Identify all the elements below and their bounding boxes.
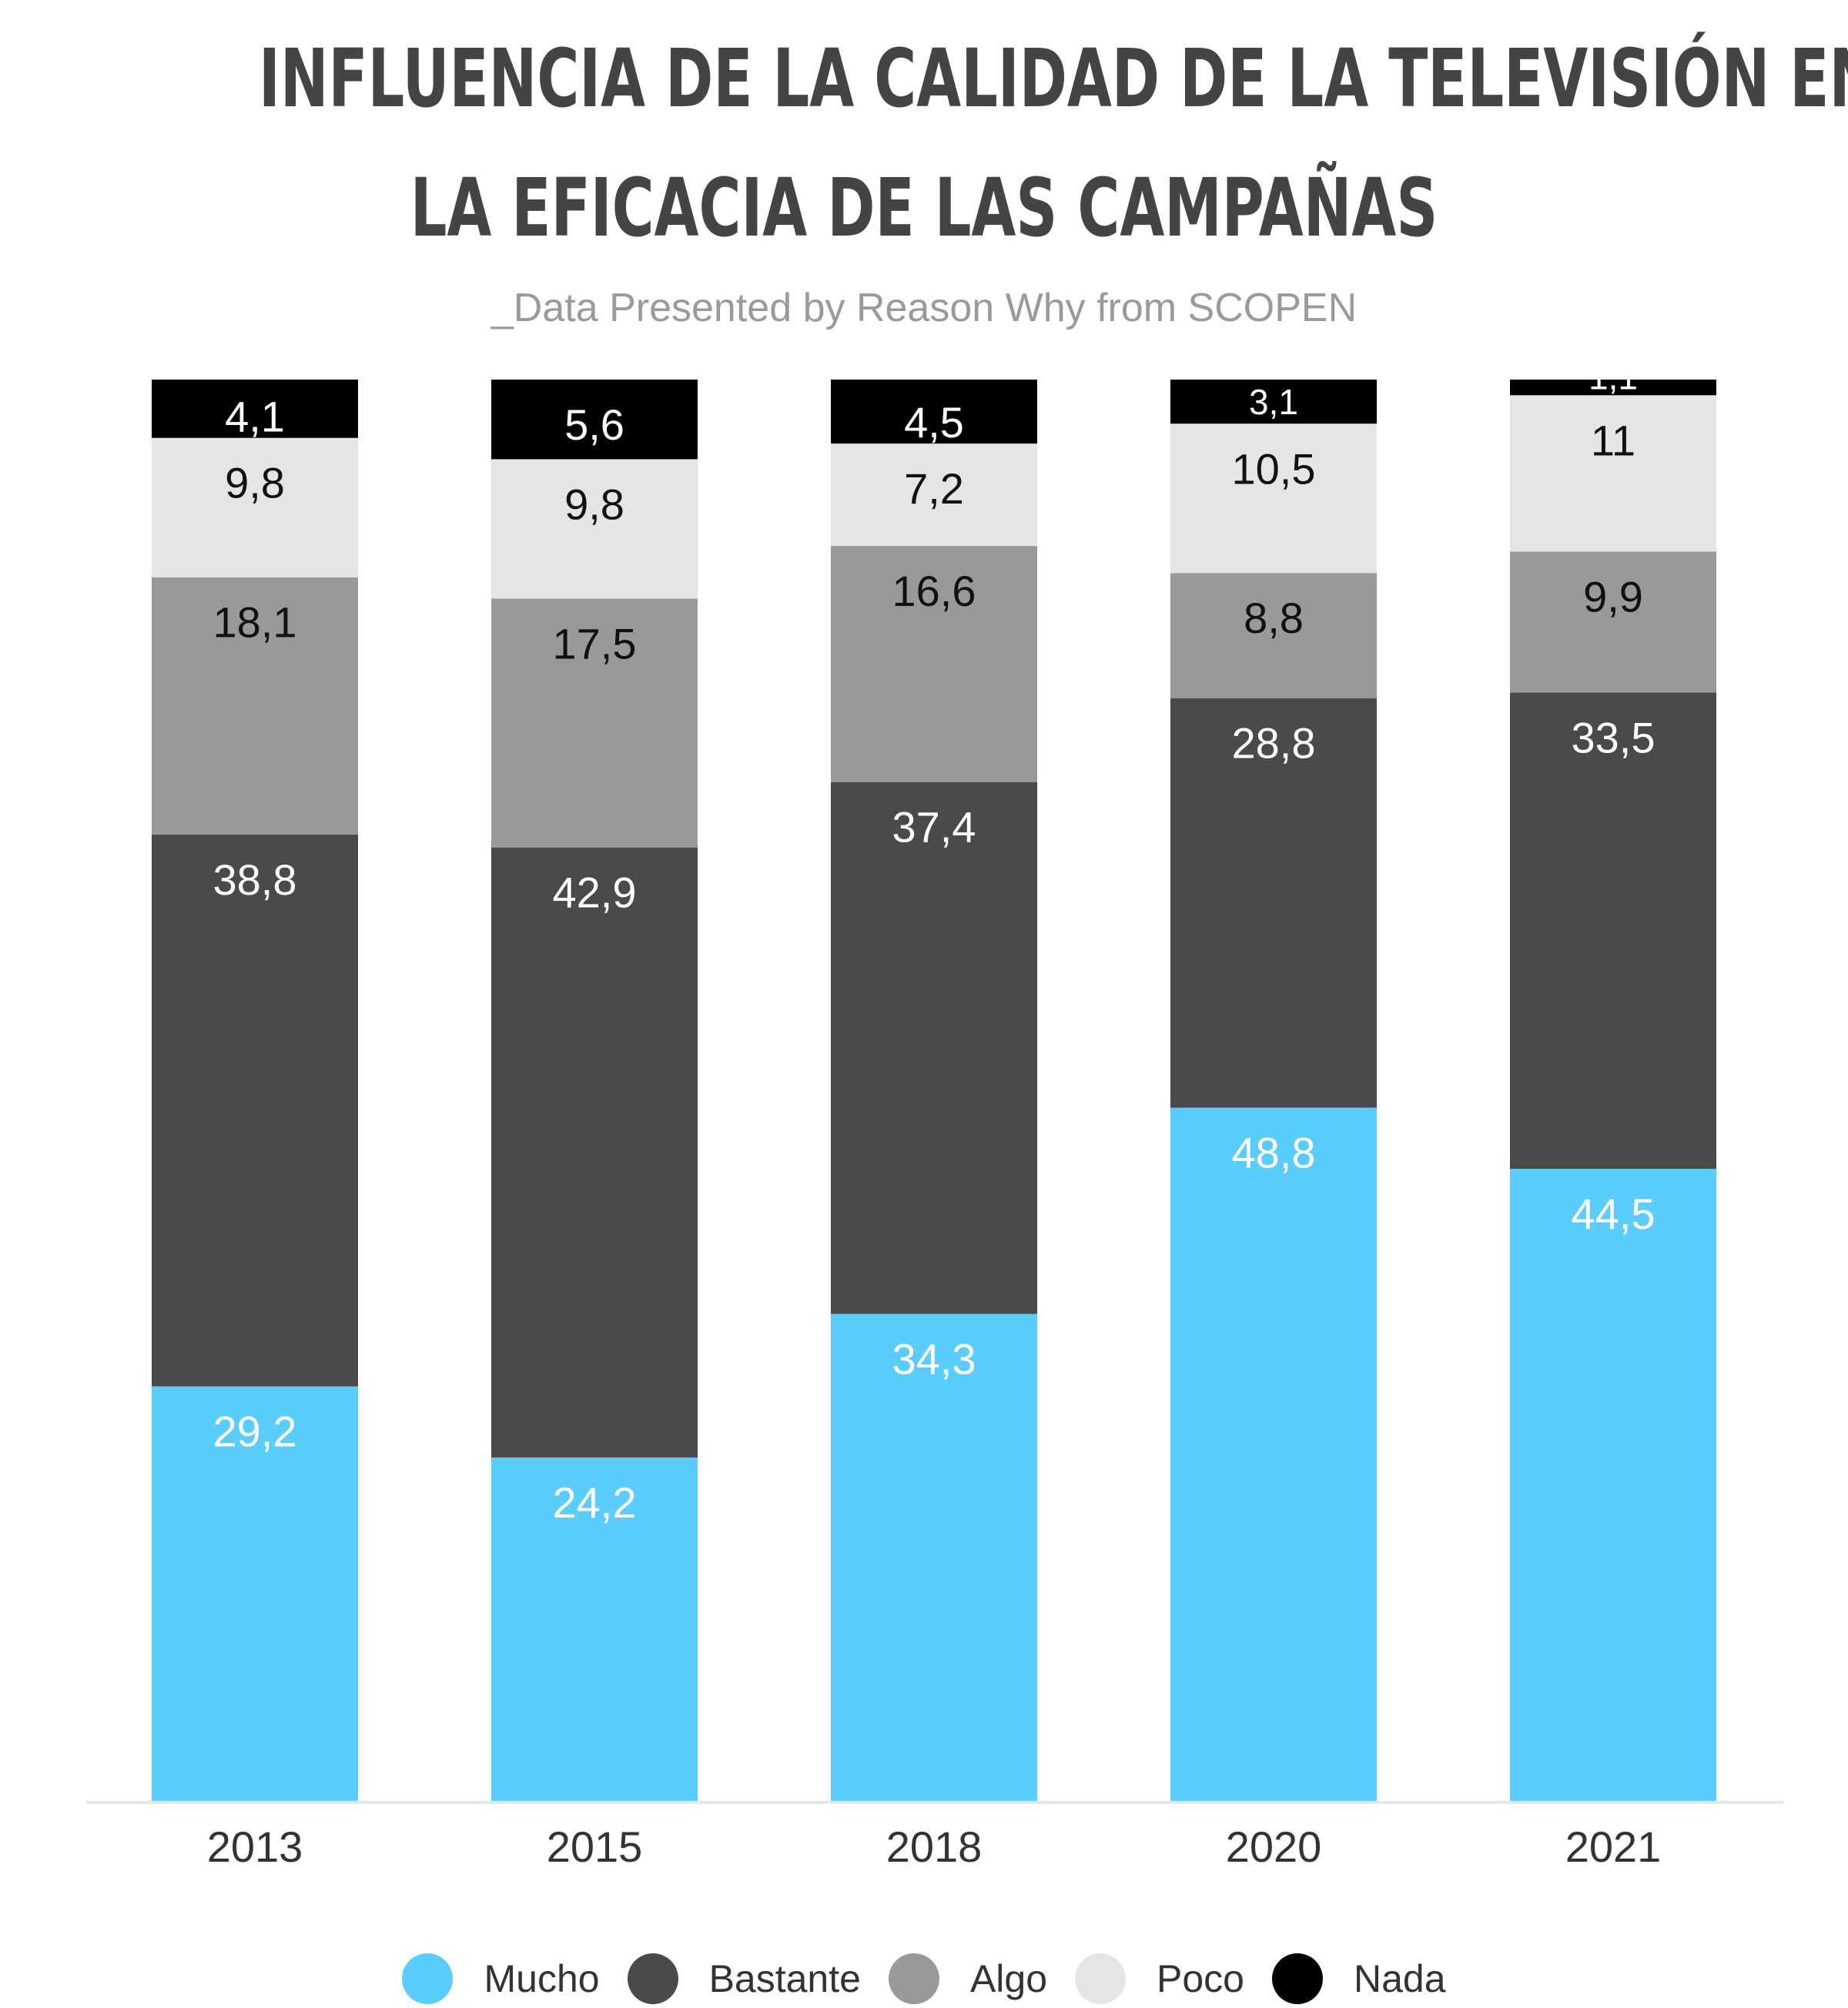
x-tick-label-2020: 2020 — [1226, 1822, 1322, 1871]
data-label-mucho-2021: 44,5 — [1572, 1190, 1656, 1238]
data-label-mucho-2013: 29,2 — [213, 1407, 297, 1456]
bar-segment-mucho-2013 — [152, 1386, 358, 1802]
data-label-bastante-2020: 28,8 — [1232, 719, 1316, 768]
legend-item-bastante: Bastante — [627, 1953, 861, 2004]
data-label-algo-2020: 8,8 — [1244, 594, 1304, 642]
data-label-algo-2015: 17,5 — [553, 619, 637, 668]
bar-segment-poco-2013 — [152, 437, 358, 577]
data-label-poco-2021: 11 — [1591, 416, 1635, 464]
data-label-nada-2013: 4,1 — [225, 393, 285, 441]
legend-label-poco: Poco — [1157, 1957, 1244, 2000]
bar-segment-nada-2013 — [152, 380, 358, 438]
data-label-algo-2021: 9,9 — [1583, 572, 1643, 621]
legend-swatch-algo — [888, 1953, 939, 2004]
data-label-nada-2021: 1,1 — [1589, 356, 1638, 397]
data-label-bastante-2018: 37,4 — [892, 803, 976, 852]
data-label-mucho-2020: 48,8 — [1232, 1129, 1316, 1177]
bar-segment-nada-2020 — [1170, 380, 1377, 424]
x-tick-label-2021: 2021 — [1565, 1822, 1662, 1871]
bar-segment-poco-2018 — [831, 443, 1037, 547]
legend-item-algo: Algo — [888, 1953, 1048, 2004]
bar-segment-mucho-2015 — [491, 1457, 698, 1802]
data-label-poco-2013: 9,8 — [225, 459, 285, 507]
data-label-bastante-2015: 42,9 — [553, 868, 637, 917]
bar-segment-poco-2020 — [1170, 423, 1377, 574]
bar-segment-mucho-2018 — [831, 1314, 1037, 1802]
bar-segment-algo-2021 — [1510, 551, 1716, 693]
legend-label-nada: Nada — [1353, 1957, 1446, 2000]
bar-segment-bastante-2015 — [491, 847, 698, 1458]
bar-segment-nada-2018 — [831, 380, 1037, 444]
bar-segment-mucho-2020 — [1170, 1107, 1377, 1802]
legend-swatch-poco — [1075, 1953, 1127, 2004]
legend-item-nada: Nada — [1271, 1953, 1446, 2004]
legend-item-mucho: Mucho — [402, 1953, 600, 2004]
bar-segment-bastante-2020 — [1170, 698, 1377, 1108]
chart-title: INFLUENCIA DE LA CALIDAD DE LA TELEVISIÓ… — [258, 14, 1848, 273]
data-label-bastante-2013: 38,8 — [213, 855, 297, 904]
data-label-poco-2018: 7,2 — [904, 464, 964, 513]
chart-legend: Mucho Bastante Algo Poco Nada — [0, 1952, 1848, 2006]
data-label-algo-2018: 16,6 — [892, 567, 976, 615]
chart-title-line-2: LA EFICACIA DE LAS CAMPAÑAS — [410, 161, 1438, 255]
x-tick-label-2015: 2015 — [547, 1822, 643, 1871]
bar-segment-nada-2015 — [491, 380, 698, 460]
bar-segment-algo-2015 — [491, 598, 698, 848]
bar-segment-poco-2021 — [1510, 395, 1716, 552]
chart-subtitle: _Data Presented by Reason Why from SCOPE… — [490, 286, 1358, 330]
data-label-bastante-2021: 33,5 — [1572, 713, 1656, 761]
data-label-mucho-2015: 24,2 — [553, 1478, 637, 1527]
bar-segment-algo-2018 — [831, 546, 1037, 782]
legend-label-mucho: Mucho — [484, 1957, 600, 2000]
legend-swatch-bastante — [627, 1953, 678, 2004]
bar-segment-nada-2021 — [1510, 380, 1716, 396]
legend-label-algo: Algo — [969, 1957, 1048, 2000]
data-label-mucho-2018: 34,3 — [892, 1334, 976, 1383]
chart-title-line-1: INFLUENCIA DE LA CALIDAD DE LA TELEVISIÓ… — [258, 32, 1848, 126]
bar-segment-bastante-2018 — [831, 781, 1037, 1314]
legend-item-poco: Poco — [1075, 1953, 1244, 2004]
data-label-nada-2020: 3,1 — [1249, 382, 1298, 422]
bar-segment-algo-2020 — [1170, 573, 1377, 698]
data-label-nada-2018: 4,5 — [904, 398, 964, 447]
x-tick-label-2013: 2013 — [207, 1822, 303, 1871]
bar-segment-algo-2013 — [152, 577, 358, 835]
legend-swatch-mucho — [402, 1953, 454, 2004]
bar-segment-bastante-2013 — [152, 835, 358, 1387]
data-label-nada-2015: 5,6 — [564, 400, 624, 449]
data-label-poco-2015: 9,8 — [564, 480, 624, 528]
bar-segment-poco-2015 — [491, 459, 698, 599]
data-label-algo-2013: 18,1 — [213, 598, 297, 647]
bar-segment-bastante-2021 — [1510, 692, 1716, 1170]
x-tick-label-2018: 2018 — [886, 1822, 983, 1871]
data-label-poco-2020: 10,5 — [1232, 444, 1316, 493]
bar-segment-mucho-2021 — [1510, 1169, 1716, 1802]
legend-swatch-nada — [1271, 1953, 1323, 2004]
legend-label-bastante: Bastante — [708, 1957, 861, 2000]
stacked-bar-chart: 29,2 38,8 18,1 9,8 4,1 2013 24,2 42,9 17,5 9,8 5,6… — [86, 356, 1783, 1871]
